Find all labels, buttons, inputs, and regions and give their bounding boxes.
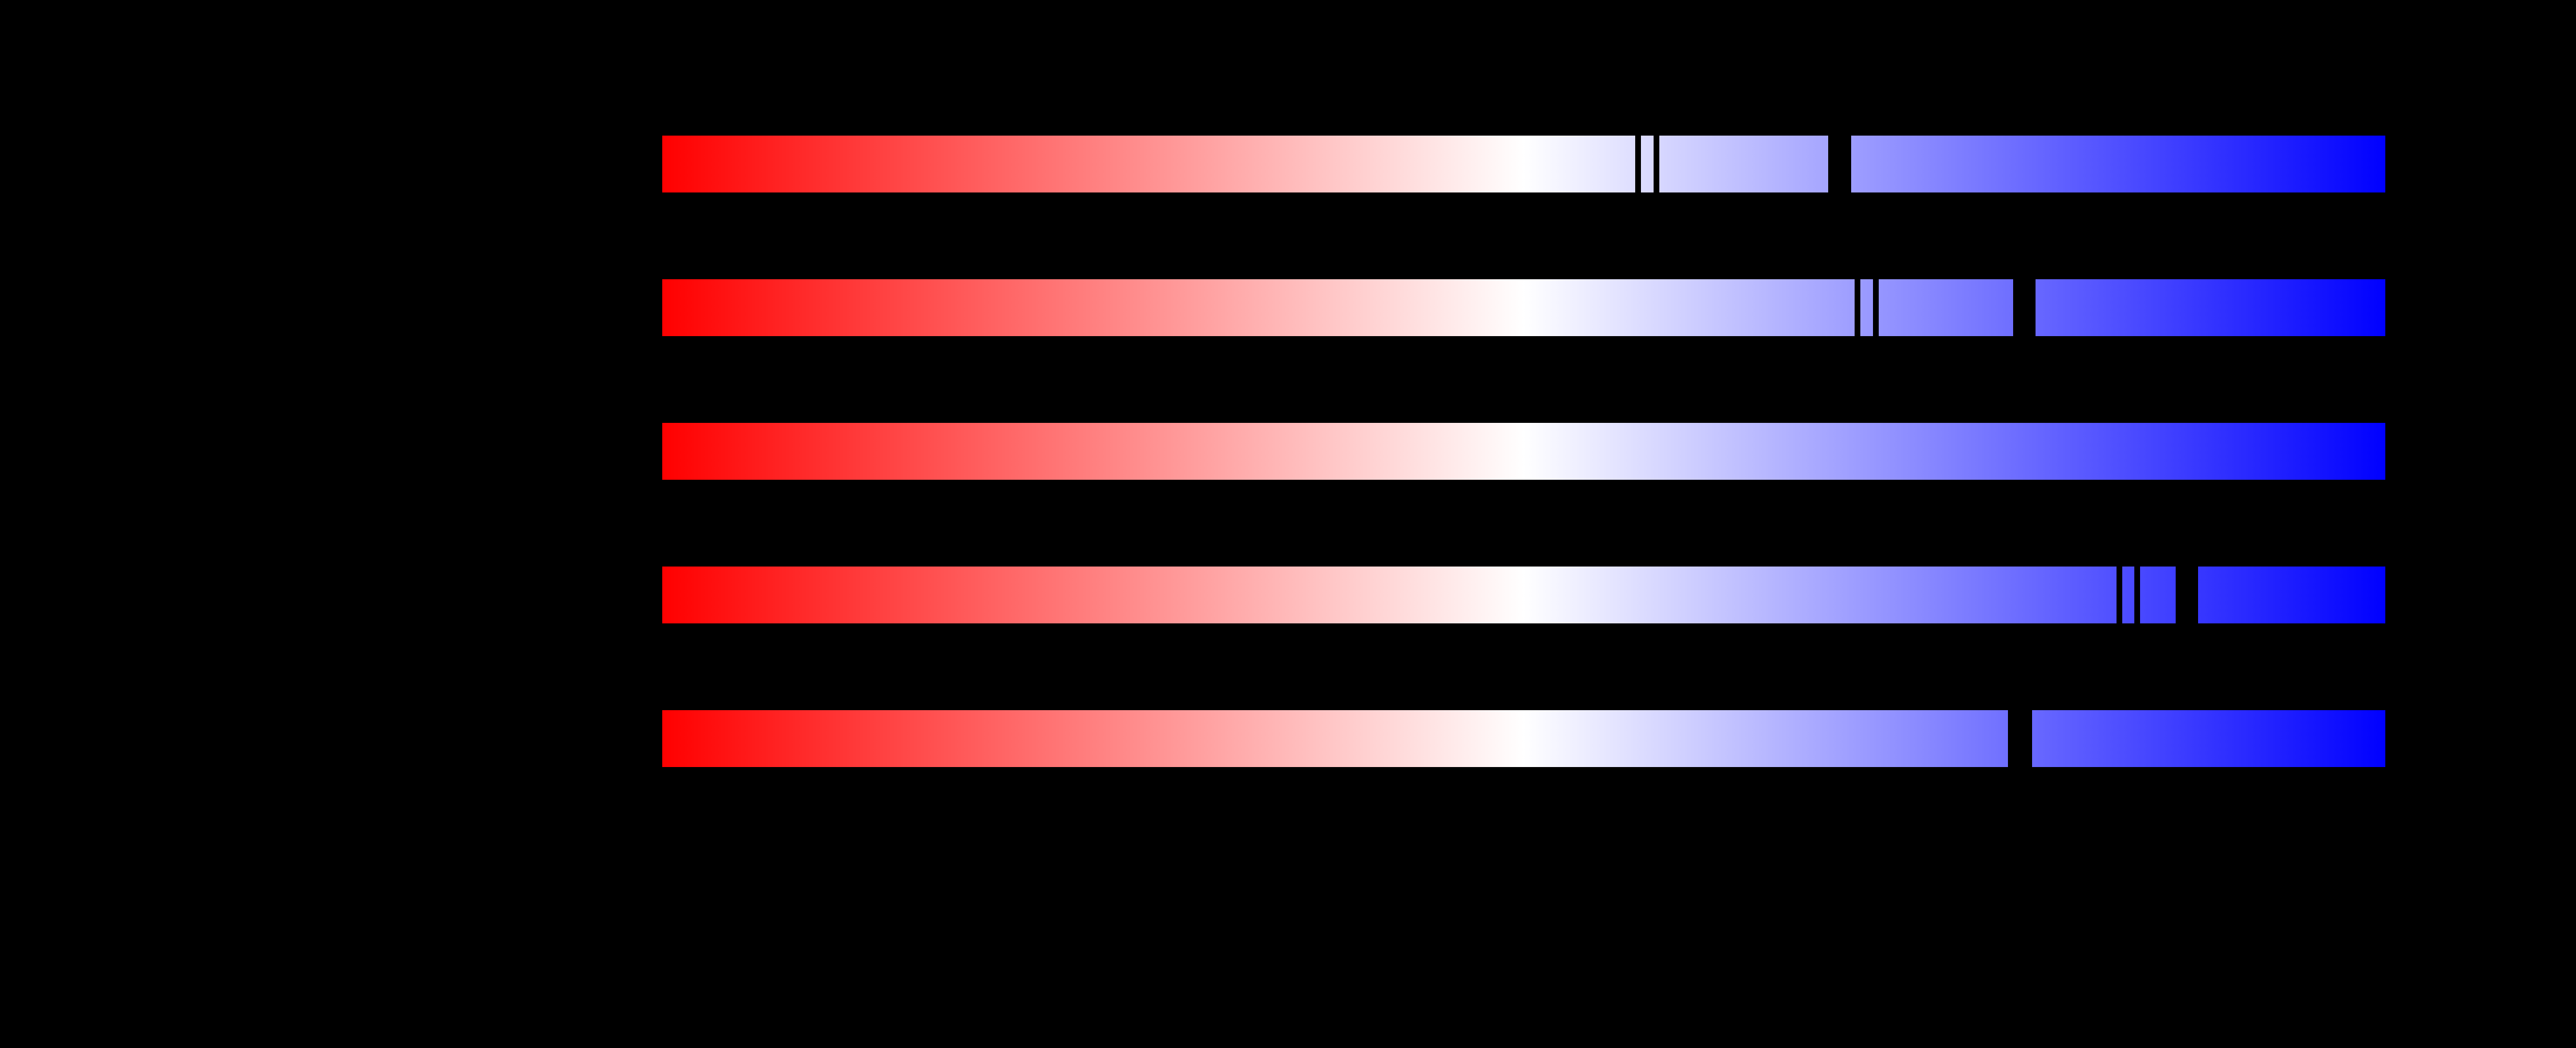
gradient-bar-5: [662, 710, 2386, 767]
wide-gap-marker: [2008, 710, 2032, 767]
gradient-bar-1: [662, 136, 2386, 192]
thin-line-marker: [1653, 136, 1659, 192]
gradient-bar-2: [662, 279, 2386, 336]
gradient-bar-4: [662, 566, 2386, 623]
thin-line-marker: [1635, 136, 1641, 192]
wide-gap-marker: [1828, 136, 1851, 192]
wide-gap-marker: [2176, 566, 2198, 623]
wide-gap-marker: [2013, 279, 2036, 336]
thin-line-marker: [1873, 279, 1879, 336]
thin-line-marker: [1855, 279, 1860, 336]
thin-line-marker: [2117, 566, 2122, 623]
gradient-bar-3: [662, 423, 2386, 480]
thin-line-marker: [2134, 566, 2140, 623]
